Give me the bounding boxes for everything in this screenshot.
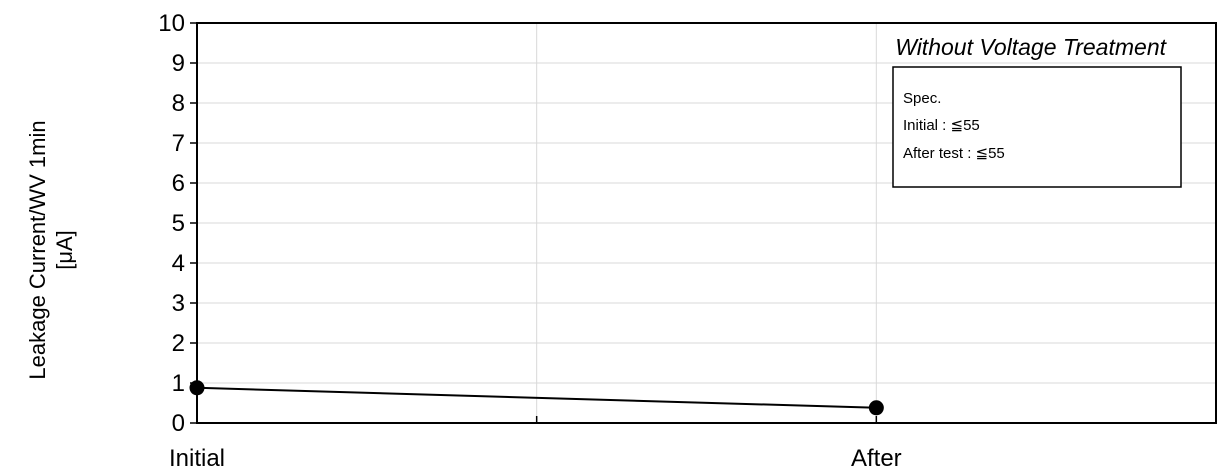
y-tick-label: 7 [172,130,185,157]
spec-line-initial: Initial : ≦55 [903,117,980,134]
y-axis-label: Leakage Current/WV 1min [25,120,50,379]
plot-frame [196,22,1217,424]
x-tick-label: Initial [169,445,225,472]
x-tick-label: After [851,445,902,472]
spec-line-after: After test : ≦55 [903,145,1005,162]
y-tick-label: 1 [172,370,185,397]
y-tick-label: 4 [172,250,185,277]
y-tick-label: 8 [172,90,185,117]
y-tick-label: 3 [172,290,185,317]
axes-layer [190,22,1217,424]
y-tick-label: 5 [172,210,185,237]
y-tick-labels: 0 1 2 3 4 5 6 7 8 9 10 [158,10,185,437]
data-point [189,380,205,396]
y-tick-label: 0 [172,410,185,437]
data-point [868,400,884,416]
y-tick-label: 9 [172,50,185,77]
spec-box [892,66,1182,188]
x-tick-labels: Initial After [169,445,902,472]
y-tick-label: 2 [172,330,185,357]
y-tick-label: 10 [158,10,185,37]
y-tick-label: 6 [172,170,185,197]
y-axis-unit: [μA] [52,230,77,270]
chart-annotation: Without Voltage Treatment [895,34,1167,60]
series-line [196,386,877,409]
spec-title: Spec. [903,90,941,107]
series-layer [189,380,884,416]
